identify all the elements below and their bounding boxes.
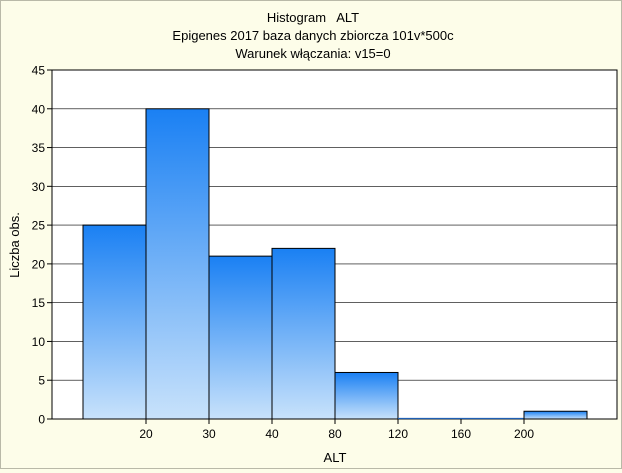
y-tick-label: 25 xyxy=(32,219,46,233)
x-tick-label: 30 xyxy=(202,427,216,441)
x-tick-label: 40 xyxy=(265,427,279,441)
histogram-bar xyxy=(334,371,399,420)
x-axis: 20 30 40 80 120 160 200 xyxy=(139,419,534,441)
y-axis: 0 5 10 15 20 25 30 35 40 45 xyxy=(32,64,52,427)
y-axis-label: Liczba obs. xyxy=(7,212,22,278)
x-tick-label: 200 xyxy=(514,427,534,441)
y-tick-label: 10 xyxy=(32,335,46,349)
chart-title: Histogram ALT xyxy=(267,10,359,25)
histogram-bars xyxy=(82,108,588,420)
y-tick-label: 5 xyxy=(38,374,45,388)
y-tick-label: 30 xyxy=(32,180,46,194)
y-tick-label: 40 xyxy=(32,102,46,116)
histogram-bar xyxy=(82,224,147,420)
y-tick-label: 15 xyxy=(32,296,46,310)
x-tick-label: 80 xyxy=(328,427,342,441)
y-tick-label: 20 xyxy=(32,257,46,271)
y-tick-label: 45 xyxy=(32,64,46,78)
histogram-bar xyxy=(271,247,336,420)
x-tick-label: 120 xyxy=(388,427,408,441)
histogram-bar xyxy=(523,410,588,420)
chart-subtitle: Epigenes 2017 baza danych zbiorcza 101v*… xyxy=(172,28,454,43)
y-tick-label: 35 xyxy=(32,141,46,155)
histogram-bar xyxy=(208,255,273,420)
histogram-bar xyxy=(145,108,210,420)
x-tick-label: 160 xyxy=(451,427,471,441)
x-tick-label: 20 xyxy=(139,427,153,441)
x-axis-label: ALT xyxy=(324,450,347,465)
y-tick-label: 0 xyxy=(38,413,45,427)
chart-subtitle-condition: Warunek włączania: v15=0 xyxy=(235,46,390,61)
